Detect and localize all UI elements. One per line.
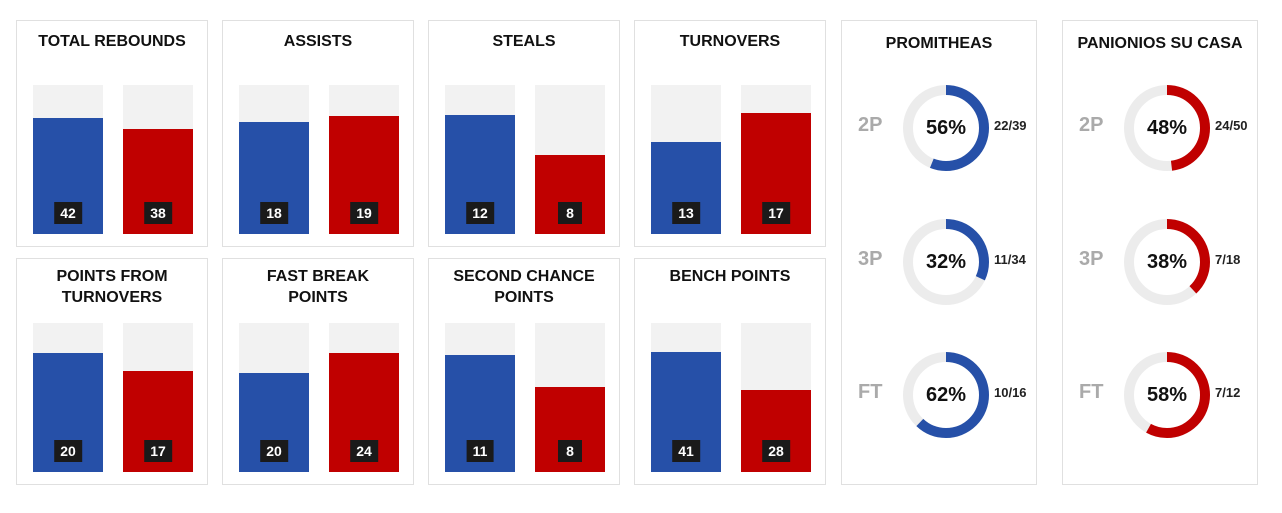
donut-arc — [903, 352, 989, 438]
stat-card: TOTAL REBOUNDS 42 38 — [16, 20, 208, 247]
shooting-row: 3P 38% 7/18 — [1063, 214, 1257, 310]
shot-type-label: FT — [858, 381, 883, 403]
donut-arc — [903, 85, 989, 171]
bar-track: 20 — [239, 323, 309, 472]
stat-title: SECOND CHANCE POINTS — [453, 268, 595, 306]
bar-track: 28 — [741, 323, 811, 472]
bar-value-label: 8 — [558, 202, 582, 224]
stat-title: TURNOVERS — [679, 33, 781, 50]
shot-type-label: 2P — [858, 114, 883, 136]
shooting-donut — [1124, 352, 1210, 438]
shot-percentage: 62% — [925, 384, 967, 406]
stat-card: FAST BREAK POINTS 20 24 — [222, 258, 414, 485]
bar-value-label: 38 — [144, 202, 172, 224]
shooting-donut — [1124, 85, 1210, 171]
shot-percentage: 56% — [925, 117, 967, 139]
bar-value-label: 20 — [54, 440, 82, 462]
stat-card: SECOND CHANCE POINTS 11 8 — [428, 258, 620, 485]
made-attempted: 24/50 — [1215, 118, 1248, 133]
shooting-row: 2P 48% 24/50 — [1063, 80, 1257, 176]
made-attempted: 7/18 — [1215, 252, 1241, 267]
donut-arc — [1124, 85, 1210, 171]
donut-arc — [903, 219, 989, 305]
bar-track: 8 — [535, 85, 605, 234]
bar-track: 8 — [535, 323, 605, 472]
stat-title: ASSISTS — [283, 33, 353, 50]
bar-track: 24 — [329, 323, 399, 472]
made-attempted: 22/39 — [994, 118, 1027, 133]
bar-track: 11 — [445, 323, 515, 472]
stat-card: TURNOVERS 13 17 — [634, 20, 826, 247]
shooting-row: 3P 32% 11/34 — [842, 214, 1036, 310]
bar-value-label: 19 — [350, 202, 378, 224]
bar-value-label: 18 — [260, 202, 288, 224]
stat-card: ASSISTS 18 19 — [222, 20, 414, 247]
bar-value-label: 17 — [144, 440, 172, 462]
team-name: PROMITHEAS — [885, 35, 993, 52]
shooting-card: PANIONIOS SU CASA 2P 48% 24/50 3P 38% 7/18 FT 58… — [1062, 20, 1258, 485]
stat-title: BENCH POINTS — [669, 268, 791, 285]
stat-card: BENCH POINTS 41 28 — [634, 258, 826, 485]
bar-value-label: 24 — [350, 440, 378, 462]
bar-value-label: 12 — [466, 202, 494, 224]
bar-track: 20 — [33, 323, 103, 472]
shot-percentage: 38% — [1146, 251, 1188, 273]
bar-value-label: 28 — [762, 440, 790, 462]
donut-arc — [1124, 352, 1210, 438]
stat-card: STEALS 12 8 — [428, 20, 620, 247]
donut-arc — [1124, 219, 1210, 305]
bar-track: 42 — [33, 85, 103, 234]
bar-track: 17 — [741, 85, 811, 234]
shooting-donut — [903, 85, 989, 171]
bar-track: 41 — [651, 323, 721, 472]
stat-title: FAST BREAK POINTS — [266, 268, 370, 306]
bar-track: 18 — [239, 85, 309, 234]
shooting-card: PROMITHEAS 2P 56% 22/39 3P 32% 11/34 FT 62% 10/16 — [841, 20, 1037, 485]
bar-track: 38 — [123, 85, 193, 234]
bar-value-label: 8 — [558, 440, 582, 462]
bar-value-label: 13 — [672, 202, 700, 224]
shot-type-label: 3P — [1079, 248, 1104, 270]
shot-percentage: 58% — [1146, 384, 1188, 406]
bar-track: 19 — [329, 85, 399, 234]
stat-title: TOTAL REBOUNDS — [38, 33, 186, 50]
shooting-row: FT 62% 10/16 — [842, 347, 1036, 443]
shot-type-label: 3P — [858, 248, 883, 270]
bar-value-label: 17 — [762, 202, 790, 224]
shooting-row: FT 58% 7/12 — [1063, 347, 1257, 443]
bar-track: 17 — [123, 323, 193, 472]
shooting-row: 2P 56% 22/39 — [842, 80, 1036, 176]
bar-track: 12 — [445, 85, 515, 234]
stat-card: POINTS FROM TURNOVERS 20 17 — [16, 258, 208, 485]
bar-value-label: 11 — [466, 440, 494, 462]
bar-value-label: 20 — [260, 440, 288, 462]
shooting-donut — [903, 352, 989, 438]
stat-title: STEALS — [492, 33, 556, 50]
bar-value-label: 41 — [672, 440, 700, 462]
shooting-donut — [1124, 219, 1210, 305]
shooting-donut — [903, 219, 989, 305]
made-attempted: 7/12 — [1215, 385, 1241, 400]
made-attempted: 11/34 — [994, 252, 1026, 267]
made-attempted: 10/16 — [994, 385, 1027, 400]
shot-percentage: 32% — [925, 251, 967, 273]
shot-type-label: FT — [1079, 381, 1104, 403]
bar-track: 13 — [651, 85, 721, 234]
bar-value-label: 42 — [54, 202, 82, 224]
shot-percentage: 48% — [1146, 117, 1188, 139]
team-name: PANIONIOS SU CASA — [1077, 35, 1243, 52]
shot-type-label: 2P — [1079, 114, 1104, 136]
stat-title: POINTS FROM TURNOVERS — [56, 268, 168, 306]
